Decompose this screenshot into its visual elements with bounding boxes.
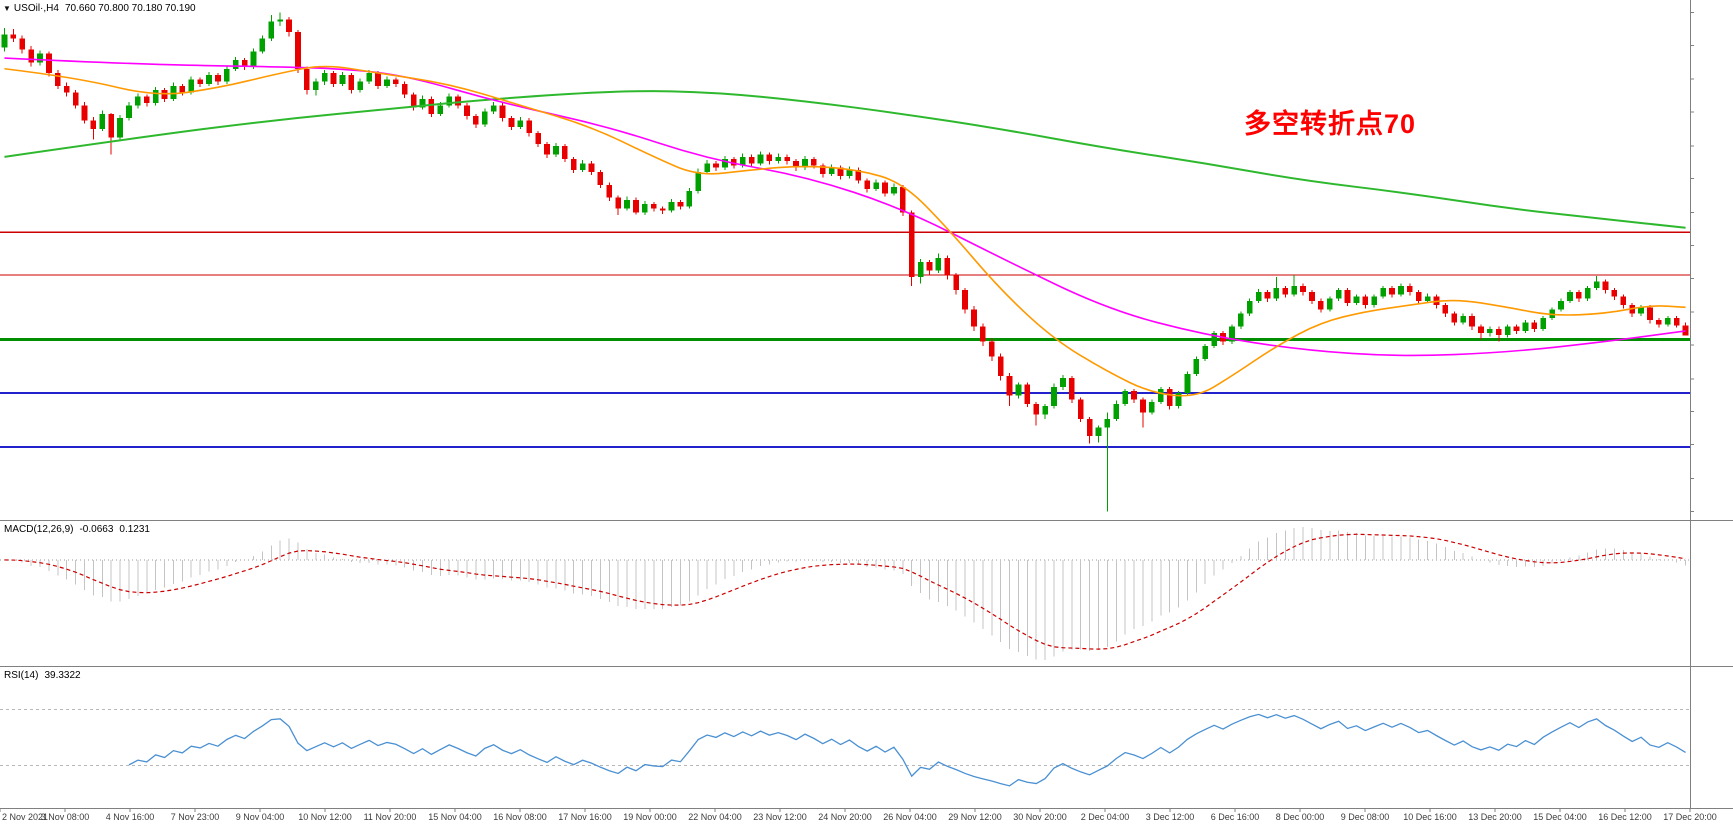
time-label: 4 Nov 16:00 bbox=[105, 812, 155, 822]
time-label: 22 Nov 04:00 bbox=[688, 812, 742, 822]
rsi-value: 39.3322 bbox=[44, 670, 81, 681]
time-label: 16 Dec 12:00 bbox=[1598, 812, 1652, 822]
ma-magenta-mid bbox=[4, 57, 1686, 357]
macd-pane bbox=[0, 527, 1690, 660]
time-label: 30 Nov 20:00 bbox=[1013, 812, 1067, 822]
time-label: 9 Dec 08:00 bbox=[1340, 812, 1390, 822]
time-label: 2 Dec 04:00 bbox=[1080, 812, 1130, 822]
time-label: 23 Nov 12:00 bbox=[753, 812, 807, 822]
ma-green-slow bbox=[4, 90, 1686, 229]
time-label: 17 Nov 16:00 bbox=[558, 812, 612, 822]
macd-signal-value: 0.1231 bbox=[119, 524, 150, 535]
time-label: 10 Nov 12:00 bbox=[298, 812, 352, 822]
symbol-dropdown-icon[interactable]: ▼ bbox=[3, 4, 11, 13]
rsi-indicator-label: RSI(14) 39.3322 bbox=[4, 670, 87, 681]
time-label: 10 Dec 16:00 bbox=[1403, 812, 1457, 822]
time-label: 19 Nov 00:00 bbox=[623, 812, 677, 822]
symbol-quote: ▼ USOil·,H4 70.660 70.800 70.180 70.190 bbox=[3, 3, 196, 14]
level-lines bbox=[0, 231, 1690, 448]
moving-averages bbox=[4, 57, 1686, 397]
rsi-pane bbox=[0, 708, 1690, 787]
time-label: 13 Dec 20:00 bbox=[1468, 812, 1522, 822]
time-label: 11 Nov 20:00 bbox=[363, 812, 417, 822]
time-label: 8 Dec 00:00 bbox=[1275, 812, 1325, 822]
rsi-line bbox=[128, 713, 1686, 787]
time-label: 9 Nov 04:00 bbox=[235, 812, 285, 822]
time-label: 3 Nov 08:00 bbox=[40, 812, 90, 822]
pane-separators bbox=[0, 0, 1733, 812]
time-label: 24 Nov 20:00 bbox=[818, 812, 872, 822]
time-label: 29 Nov 12:00 bbox=[948, 812, 1002, 822]
macd-name: MACD(12,26,9) bbox=[4, 524, 74, 535]
chart-annotation-text: 多空转折点70 bbox=[1244, 109, 1417, 139]
rsi-name: RSI(14) bbox=[4, 670, 39, 681]
time-axis[interactable]: 2 Nov 2021 3 Nov 08:00 4 Nov 16:00 7 Nov 23… bbox=[0, 812, 1733, 834]
time-label: 17 Dec 20:00 bbox=[1663, 812, 1717, 822]
time-label: 6 Dec 16:00 bbox=[1210, 812, 1260, 822]
time-label: 26 Nov 04:00 bbox=[883, 812, 937, 822]
symbol-period-label: USOil·,H4 bbox=[13, 3, 59, 14]
candlesticks bbox=[1, 12, 1689, 512]
time-label: 7 Nov 23:00 bbox=[170, 812, 220, 822]
time-label: 3 Dec 12:00 bbox=[1145, 812, 1195, 822]
time-label: 15 Dec 04:00 bbox=[1533, 812, 1587, 822]
time-label: 2 Nov 2021 bbox=[2, 812, 49, 822]
ma-orange-fast bbox=[4, 65, 1686, 397]
macd-signal-line bbox=[4, 533, 1686, 650]
quote-ohlc: 70.660 70.800 70.180 70.190 bbox=[64, 3, 196, 14]
time-label: 16 Nov 08:00 bbox=[493, 812, 547, 822]
time-label: 15 Nov 04:00 bbox=[428, 812, 482, 822]
macd-main-value: -0.0663 bbox=[79, 524, 114, 535]
price-axis[interactable]: 1.2294 0.00 -2.6252 100 70 30 0 85.22583… bbox=[1690, 0, 1733, 837]
macd-indicator-label: MACD(12,26,9) -0.0663 0.1231 bbox=[4, 524, 156, 535]
